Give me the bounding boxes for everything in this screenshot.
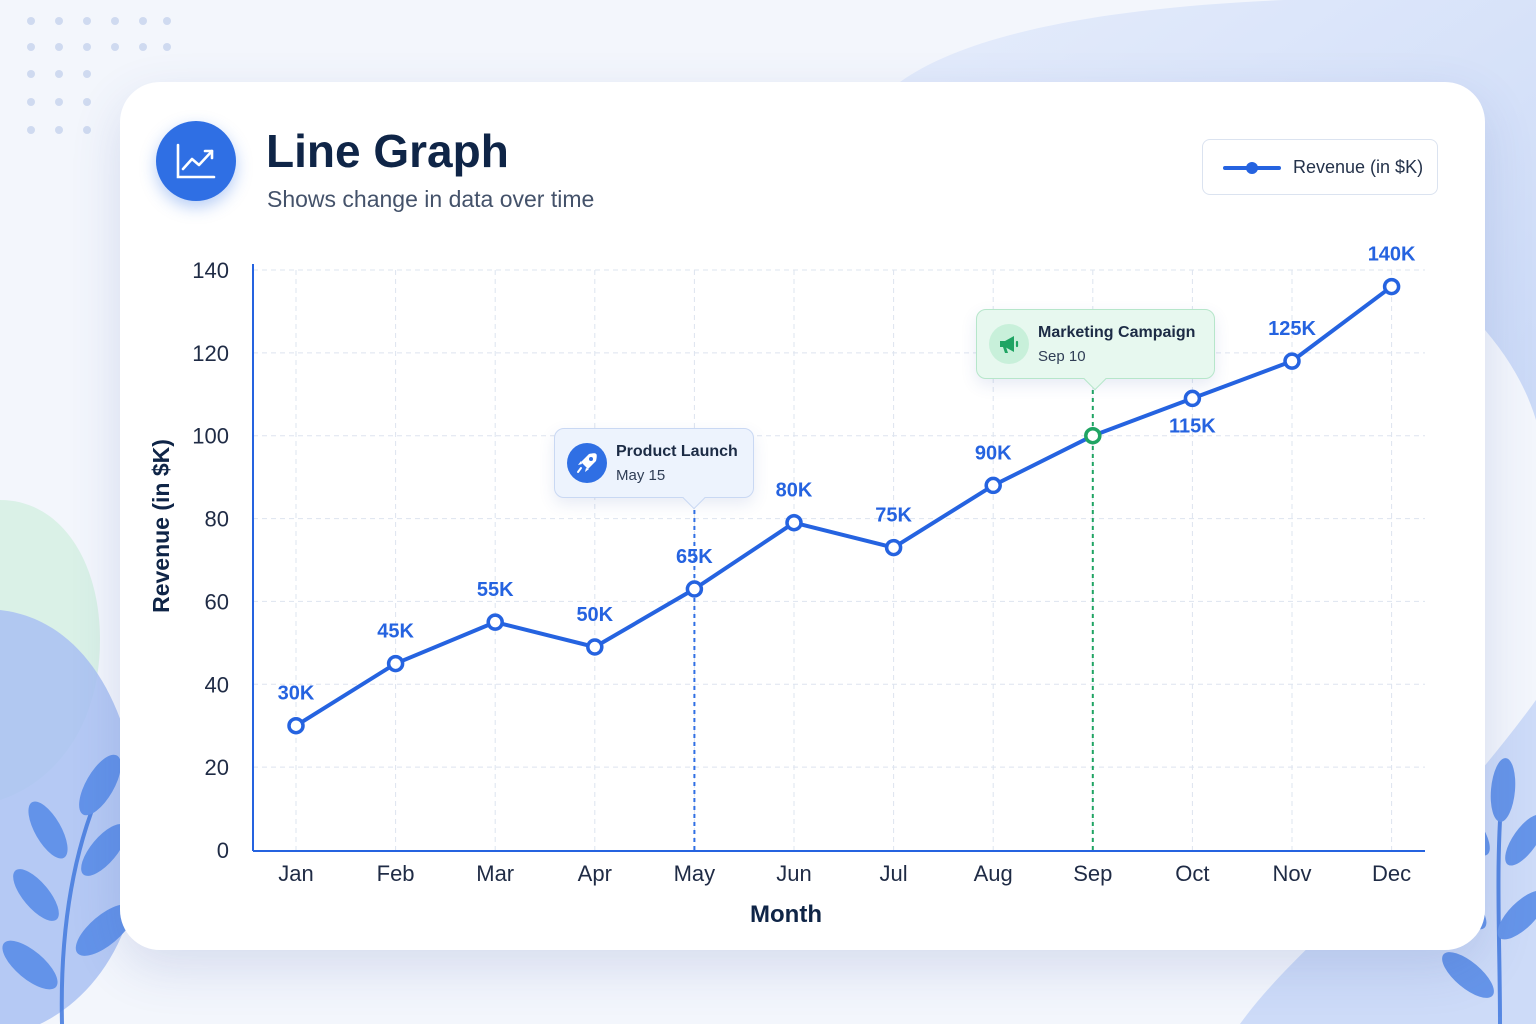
series: [287, 277, 1401, 735]
x-tick-label: May: [674, 861, 716, 886]
y-tick-label: 140: [192, 258, 229, 283]
grid-lines: [253, 269, 1425, 850]
x-tick-label: Dec: [1372, 861, 1411, 886]
data-label: 80K: [776, 480, 813, 502]
tick-labels: 0 20 40 60 80 100 120 140 Jan Feb Mar Apr May Jun Jul A…: [148, 258, 1411, 928]
data-point: [486, 613, 504, 631]
x-tick-label: Mar: [476, 861, 514, 886]
y-tick-label: 60: [205, 589, 229, 614]
data-point: [1183, 389, 1202, 408]
x-tick-label: Jan: [278, 861, 313, 886]
y-tick-label: 20: [205, 755, 229, 780]
data-point: [586, 638, 604, 656]
data-label: 55K: [477, 579, 514, 601]
data-label: 50K: [576, 604, 613, 626]
x-tick-label: Feb: [377, 861, 415, 886]
legend-label: Revenue (in $K): [1293, 157, 1424, 177]
data-point: [785, 513, 803, 532]
page-subtitle: Shows change in data over time: [267, 186, 595, 212]
legend-swatch: [1223, 162, 1281, 174]
chart-legend: Revenue (in $K): [1202, 139, 1438, 195]
data-point: [1382, 277, 1401, 296]
data-label: 65K: [676, 546, 713, 568]
page-title: Line Graph: [266, 125, 509, 177]
data-label: 90K: [975, 442, 1012, 464]
data-label: 75K: [875, 505, 912, 527]
annotation-title: Product Launch: [616, 443, 738, 460]
data-point: [884, 538, 903, 557]
x-tick-label: Apr: [578, 861, 612, 886]
x-tick-label: Jun: [776, 861, 811, 886]
data-labels: 30K 45K 55K 50K 65K 80K 75K 90K 115K 125K 140K: [278, 244, 1416, 705]
data-point: [1084, 426, 1102, 445]
data-label: 115K: [1169, 415, 1216, 437]
rocket-icon: [567, 443, 607, 483]
y-tick-label: 40: [205, 672, 229, 697]
x-tick-label: Nov: [1272, 861, 1311, 886]
annotation-date: Sep 10: [1038, 348, 1086, 365]
y-tick-label: 0: [217, 838, 229, 863]
leaf-decoration-left: [2, 754, 135, 1024]
dot-pattern: [27, 17, 171, 134]
annotation-title: Marketing Campaign: [1038, 324, 1196, 341]
data-label: 140K: [1368, 244, 1416, 266]
annotation-product-launch[interactable]: Product Launch May 15: [554, 428, 754, 510]
chart-card: [120, 82, 1485, 950]
line-chart-icon: [156, 121, 236, 201]
annotation-marketing-campaign[interactable]: Marketing Campaign Sep 10: [976, 309, 1215, 391]
axes: [252, 264, 1425, 852]
annotation-markers: [693, 390, 1094, 850]
revenue-line: [294, 284, 1394, 728]
data-label: 30K: [278, 683, 315, 705]
data-point: [685, 580, 704, 598]
data-label: 125K: [1268, 318, 1316, 340]
data-point: [386, 654, 405, 673]
x-tick-label: Sep: [1073, 861, 1112, 886]
data-label: 45K: [377, 621, 414, 643]
megaphone-icon: [989, 324, 1029, 364]
x-axis-title: Month: [750, 901, 822, 928]
y-axis-title: Revenue (in $K): [148, 439, 174, 613]
x-tick-label: Aug: [974, 861, 1013, 886]
y-tick-label: 100: [192, 424, 229, 449]
annotation-date: May 15: [616, 467, 666, 484]
x-tick-label: Oct: [1175, 861, 1209, 886]
x-tick-label: Jul: [880, 861, 908, 886]
y-tick-label: 120: [192, 341, 229, 366]
y-tick-label: 80: [205, 507, 229, 532]
data-point: [984, 476, 1002, 495]
data-point: [1283, 352, 1301, 370]
data-point: [287, 716, 305, 735]
